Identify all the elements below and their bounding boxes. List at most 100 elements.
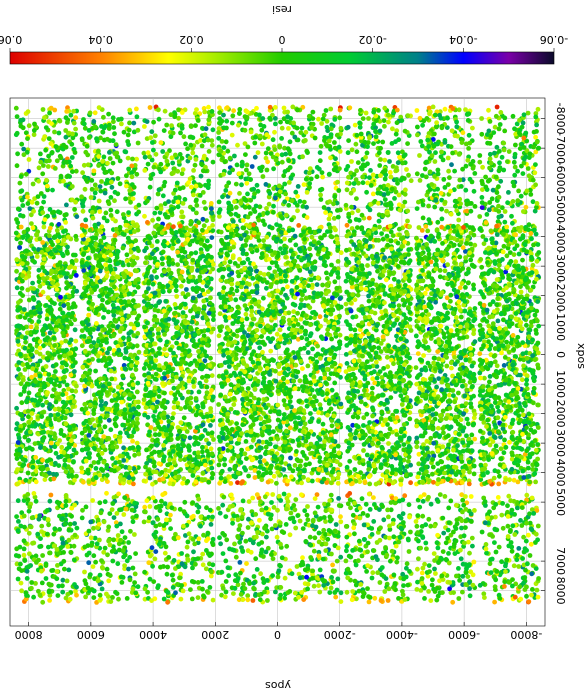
data-point xyxy=(63,115,69,121)
data-point xyxy=(259,141,265,147)
data-point xyxy=(66,458,72,463)
data-point xyxy=(235,328,240,334)
data-point xyxy=(119,121,124,127)
data-point xyxy=(376,108,381,113)
data-point xyxy=(397,435,403,441)
data-point xyxy=(488,228,494,234)
data-point xyxy=(193,183,199,189)
data-point xyxy=(447,175,452,181)
data-point xyxy=(53,144,59,149)
data-point xyxy=(318,143,324,149)
data-point xyxy=(267,104,273,110)
data-point xyxy=(483,174,488,180)
data-point xyxy=(363,155,368,160)
data-point xyxy=(457,254,463,260)
data-point xyxy=(175,436,181,441)
data-point xyxy=(487,119,493,124)
data-point xyxy=(216,135,222,141)
data-point xyxy=(125,132,131,138)
data-point xyxy=(50,187,55,193)
data-point xyxy=(202,109,208,115)
data-point xyxy=(363,110,369,116)
data-point xyxy=(277,144,283,150)
data-point xyxy=(295,107,300,113)
data-point xyxy=(14,130,20,136)
data-point xyxy=(200,216,206,222)
data-point xyxy=(127,188,133,193)
data-point xyxy=(432,204,438,210)
data-point xyxy=(388,174,394,180)
data-point xyxy=(92,182,98,188)
data-point xyxy=(102,190,108,196)
data-point xyxy=(252,140,258,146)
data-point xyxy=(479,195,485,200)
data-point xyxy=(151,164,157,170)
data-point xyxy=(187,134,193,140)
data-point xyxy=(98,135,103,141)
data-point xyxy=(469,179,475,185)
data-point xyxy=(304,204,309,210)
data-point xyxy=(334,132,340,138)
data-point xyxy=(506,190,511,195)
data-point xyxy=(219,384,225,389)
data-point xyxy=(233,181,239,187)
data-point xyxy=(220,194,225,200)
data-point xyxy=(179,209,185,215)
data-point xyxy=(101,154,107,160)
data-point xyxy=(463,187,469,193)
data-point xyxy=(295,208,300,214)
data-point xyxy=(427,111,432,117)
data-point xyxy=(513,316,519,321)
data-point xyxy=(112,198,117,204)
data-point xyxy=(304,190,310,195)
data-point xyxy=(335,275,341,280)
data-point xyxy=(41,224,47,230)
data-point xyxy=(105,160,110,166)
data-point xyxy=(295,193,300,199)
data-point xyxy=(99,179,104,184)
data-point xyxy=(530,177,536,183)
data-point xyxy=(472,204,478,209)
data-point xyxy=(493,424,499,430)
data-point xyxy=(368,168,373,173)
data-point xyxy=(458,240,464,245)
data-point xyxy=(44,177,49,183)
data-point xyxy=(103,169,109,175)
data-point xyxy=(102,424,108,430)
data-point xyxy=(399,118,405,123)
data-point xyxy=(257,133,263,139)
data-point xyxy=(131,129,137,135)
data-point xyxy=(111,125,117,130)
data-point xyxy=(292,463,298,468)
data-point xyxy=(414,171,420,177)
data-point xyxy=(115,176,121,181)
data-point xyxy=(229,132,235,138)
data-point xyxy=(209,210,215,216)
data-point xyxy=(518,284,523,289)
data-point xyxy=(264,167,270,173)
data-point xyxy=(25,201,31,206)
data-point xyxy=(26,123,32,129)
data-point xyxy=(324,270,329,276)
data-point xyxy=(173,396,179,402)
data-point xyxy=(208,201,214,206)
data-point xyxy=(367,481,373,487)
data-point xyxy=(21,146,27,152)
data-point xyxy=(324,143,330,149)
data-point xyxy=(515,479,521,485)
data-point xyxy=(243,121,248,126)
data-point xyxy=(233,297,239,303)
data-point xyxy=(117,158,123,164)
data-point xyxy=(438,190,444,196)
data-point xyxy=(134,156,139,162)
data-point xyxy=(394,120,400,126)
data-point xyxy=(394,408,400,414)
data-point xyxy=(382,157,388,163)
data-point xyxy=(385,364,391,370)
data-point xyxy=(174,294,180,299)
data-point xyxy=(123,196,128,202)
data-point xyxy=(328,106,334,112)
data-point xyxy=(216,130,221,135)
data-point xyxy=(152,210,158,216)
data-point xyxy=(347,458,353,464)
